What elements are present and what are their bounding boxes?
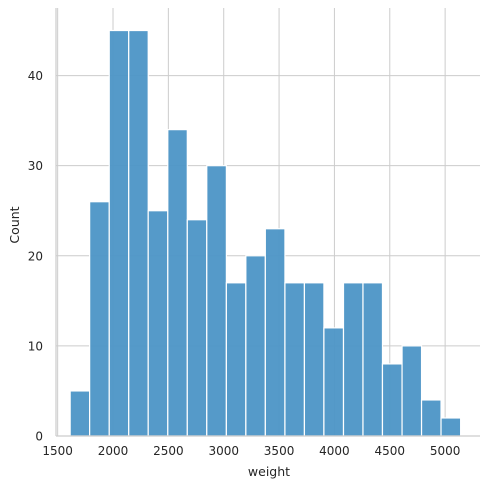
- x-axis-label: weight: [248, 464, 290, 479]
- y-tick-labels: 0 10 20 30 40: [28, 69, 43, 443]
- histogram-bar: [303, 282, 325, 437]
- histogram-bar: [225, 282, 247, 437]
- histogram-bar: [440, 417, 462, 437]
- x-tick-label: 4500: [375, 444, 406, 458]
- x-tick-labels: 1500 2000 2500 3000 3500 4000 4500 5000: [42, 444, 460, 458]
- y-tick-label: 0: [35, 430, 43, 444]
- histogram-bar: [147, 210, 169, 437]
- y-tick-label: 40: [28, 69, 43, 83]
- histogram-bar: [69, 390, 91, 437]
- x-tick-label: 2500: [153, 444, 184, 458]
- histogram-bar: [206, 165, 227, 437]
- histogram-bar: [420, 399, 442, 437]
- histogram-bar: [323, 327, 345, 437]
- x-tick-label: 4000: [319, 444, 350, 458]
- histogram-bar: [128, 29, 149, 437]
- histogram-bar: [284, 282, 306, 437]
- histogram-bar: [342, 282, 364, 437]
- x-tick-label: 3000: [208, 444, 239, 458]
- histogram-bar: [381, 363, 403, 437]
- y-axis-label: Count: [7, 206, 22, 243]
- histogram-bar: [264, 228, 286, 437]
- histogram-bar: [108, 29, 130, 437]
- histogram-bar: [186, 219, 208, 437]
- y-tick-label: 30: [28, 159, 43, 173]
- x-tick-label: 1500: [42, 444, 73, 458]
- y-tick-label: 20: [28, 249, 43, 263]
- x-tick-label: 3500: [264, 444, 295, 458]
- histogram-bar: [401, 345, 423, 437]
- axis-spines: [55, 8, 480, 437]
- histogram-bars: [69, 29, 462, 437]
- y-tick-label: 10: [28, 339, 43, 353]
- x-tick-label: 2000: [98, 444, 129, 458]
- histogram-bar: [362, 282, 384, 437]
- x-tick-label: 5000: [430, 444, 461, 458]
- histogram-bar: [167, 129, 188, 437]
- histogram-bar: [89, 201, 110, 437]
- histogram-bar: [245, 255, 266, 437]
